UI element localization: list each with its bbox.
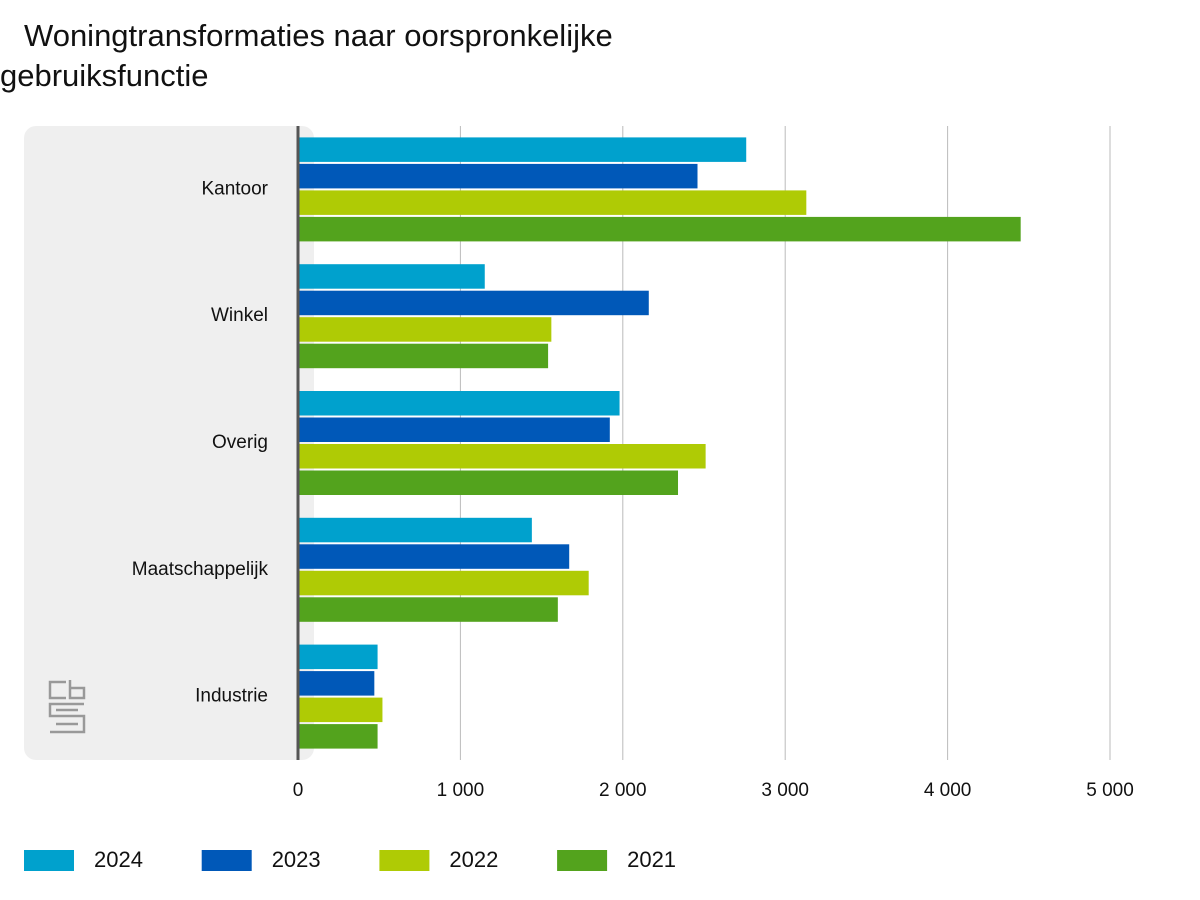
bar [298, 444, 706, 469]
bar [298, 697, 383, 723]
bar [298, 570, 589, 596]
bar [298, 724, 378, 749]
legend-label: 2024 [94, 847, 143, 872]
bar [298, 644, 378, 670]
bar [298, 544, 570, 569]
legend-label: 2022 [449, 847, 498, 872]
y-tick-label: Industrie [195, 686, 268, 707]
bar [298, 470, 679, 495]
bar [298, 216, 1021, 242]
bar [298, 517, 532, 543]
x-tick-label: 1 000 [437, 780, 485, 801]
y-tick-label: Overig [212, 432, 268, 453]
x-tick-label: 4 000 [924, 780, 972, 801]
legend-label: 2021 [627, 847, 676, 872]
bar [298, 163, 698, 189]
plot: 0 1 000 2 000 3 000 4 000 5 000 Kantoor Winkel O… [24, 126, 1134, 872]
y-tick-label: Winkel [211, 305, 268, 326]
y-tick-label: Maatschappelijk [132, 559, 269, 580]
bar [298, 290, 649, 316]
bar [298, 597, 558, 622]
bar [298, 671, 375, 696]
x-tick-label: 0 [293, 780, 304, 801]
chart-title: Woningtransformaties naar oorspronkelijk… [0, 18, 613, 93]
x-tick-label: 5 000 [1086, 780, 1134, 801]
legend-swatch [557, 850, 608, 871]
bar [298, 317, 552, 342]
bar [298, 417, 610, 442]
label-panel [24, 126, 314, 760]
legend-swatch [379, 850, 430, 871]
bar [298, 137, 747, 162]
bar [298, 391, 620, 416]
x-tick-label: 3 000 [761, 780, 809, 801]
logo [48, 680, 86, 734]
y-tick-label: Kantoor [201, 178, 268, 199]
legend-swatch [201, 850, 252, 871]
bar [298, 264, 485, 289]
bar [298, 190, 807, 215]
legend-swatch [24, 850, 74, 871]
x-tick-label: 2 000 [599, 780, 647, 801]
bar [298, 343, 549, 369]
legend-label: 2023 [272, 847, 321, 872]
